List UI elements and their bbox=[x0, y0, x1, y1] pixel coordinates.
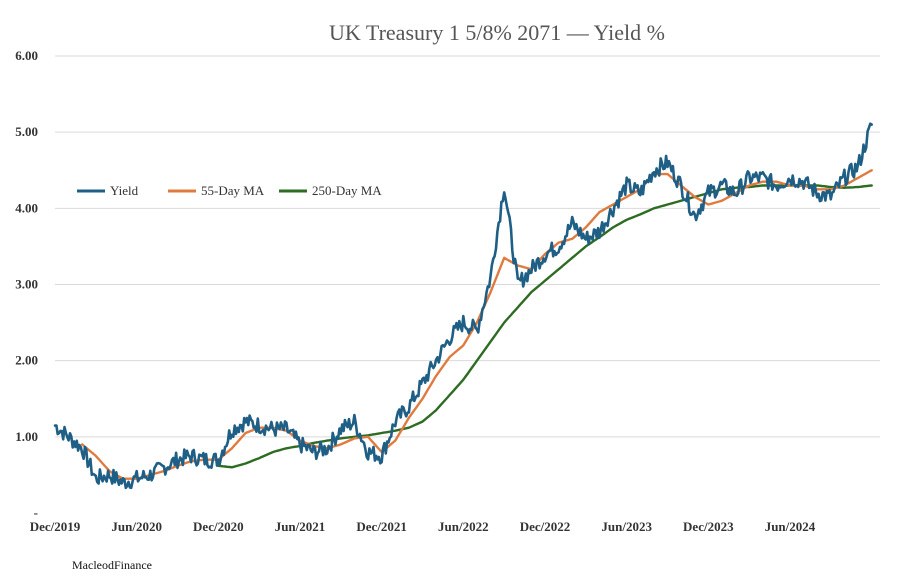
x-tick-label: Dec/2020 bbox=[193, 519, 244, 534]
x-tick-label: Jun/2023 bbox=[601, 519, 652, 534]
x-axis-ticks: Dec/2019 Jun/2020 Dec/2020 Jun/2021 Dec/2021… bbox=[30, 519, 816, 534]
x-tick-label: Jun/2022 bbox=[438, 519, 489, 534]
y-tick-label: 6.00 bbox=[15, 48, 38, 63]
y-tick-label: 4.00 bbox=[15, 200, 38, 215]
y-tick-label: 2.00 bbox=[15, 353, 38, 368]
legend-label-0: Yield bbox=[110, 183, 139, 198]
x-tick-label: Dec/2019 bbox=[30, 519, 81, 534]
y-axis-ticks: - 1.00 2.00 3.00 4.00 5.00 6.00 bbox=[15, 48, 38, 520]
series-line-0 bbox=[53, 122, 873, 490]
legend: Yield 55-Day MA 250-Day MA bbox=[77, 183, 382, 198]
chart-title: UK Treasury 1 5/8% 2071 — Yield % bbox=[329, 20, 665, 45]
y-tick-label: - bbox=[34, 505, 38, 520]
series-line-2 bbox=[217, 184, 873, 469]
legend-label-2: 250-Day MA bbox=[312, 183, 382, 198]
series-lines bbox=[53, 122, 873, 490]
legend-label-1: 55-Day MA bbox=[201, 183, 265, 198]
x-tick-label: Jun/2020 bbox=[111, 519, 162, 534]
x-tick-label: Dec/2021 bbox=[356, 519, 407, 534]
x-tick-label: Jun/2024 bbox=[765, 519, 816, 534]
x-tick-label: Dec/2022 bbox=[520, 519, 571, 534]
y-tick-label: 5.00 bbox=[15, 124, 38, 139]
gridlines bbox=[55, 55, 880, 438]
x-tick-label: Dec/2023 bbox=[683, 519, 734, 534]
y-tick-label: 3.00 bbox=[15, 277, 38, 292]
series-line-1 bbox=[81, 169, 873, 480]
x-tick-label: Jun/2021 bbox=[275, 519, 326, 534]
source-credit: MacleodFinance bbox=[72, 558, 152, 572]
y-tick-label: 1.00 bbox=[15, 429, 38, 444]
